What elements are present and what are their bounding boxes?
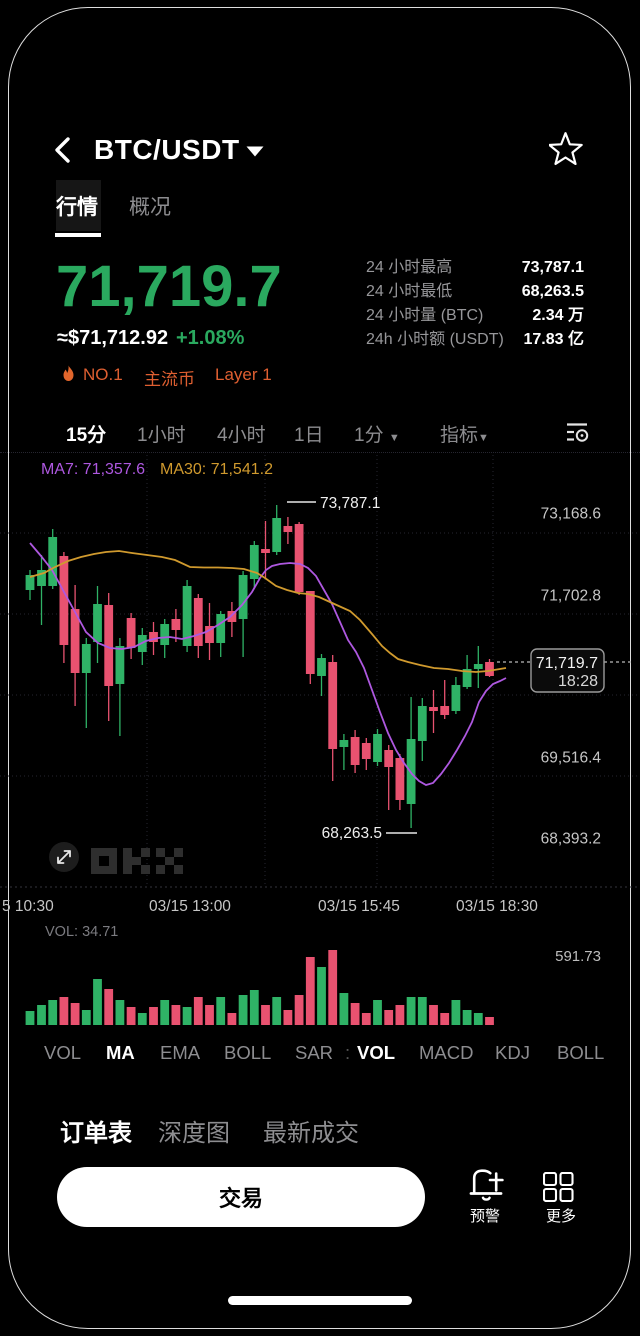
svg-text:03/15 13:00: 03/15 13:00 [149, 898, 231, 915]
svg-text:5 10:30: 5 10:30 [2, 898, 54, 915]
svg-text:69,516.4: 69,516.4 [541, 750, 602, 767]
svg-text:68,263.5: 68,263.5 [322, 825, 382, 842]
svg-text:18:28: 18:28 [558, 673, 598, 690]
svg-text:71,719.7: 71,719.7 [536, 655, 598, 672]
svg-text:VOL: 34.71: VOL: 34.71 [45, 924, 118, 940]
svg-text:71,702.8: 71,702.8 [541, 588, 601, 605]
svg-text:68,393.2: 68,393.2 [541, 831, 601, 848]
svg-text:03/15 18:30: 03/15 18:30 [456, 898, 538, 915]
svg-text:73,168.6: 73,168.6 [541, 506, 601, 523]
svg-text:73,787.1: 73,787.1 [320, 495, 380, 512]
svg-text:03/15 15:45: 03/15 15:45 [318, 898, 400, 915]
svg-text:591.73: 591.73 [555, 948, 601, 965]
